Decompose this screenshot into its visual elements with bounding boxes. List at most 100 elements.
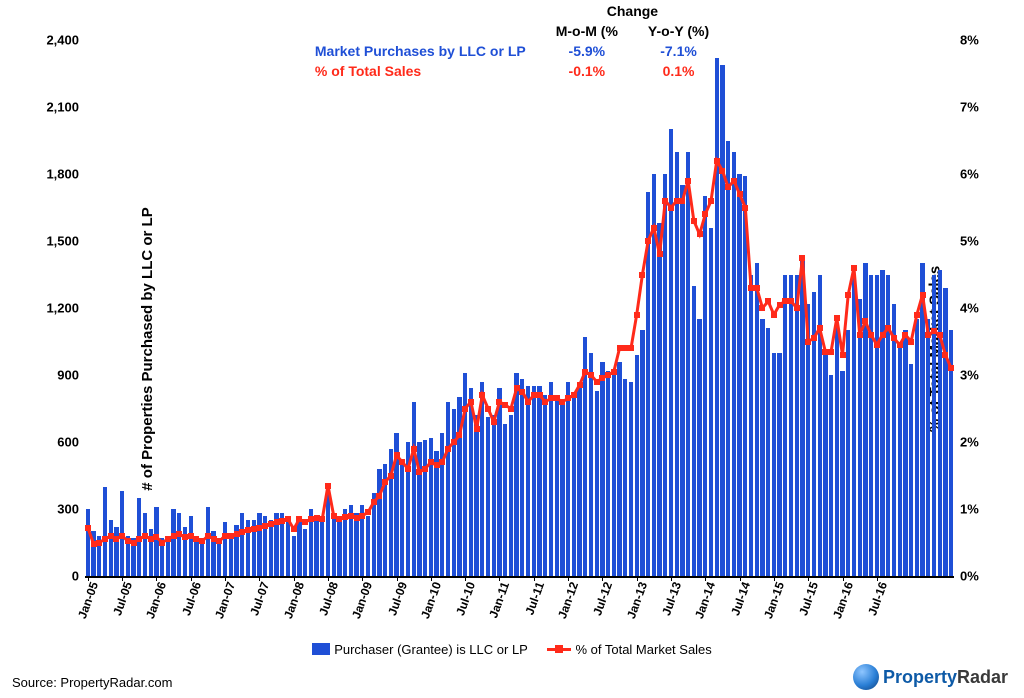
line-marker	[491, 419, 497, 425]
line-marker	[376, 493, 382, 499]
logo-text-2: Radar	[957, 667, 1008, 688]
line-marker	[588, 372, 594, 378]
col-header-yoy: Y-o-Y (%)	[634, 22, 723, 40]
line-marker	[771, 312, 777, 318]
line-marker	[840, 352, 846, 358]
y-right-tick: 0%	[960, 569, 979, 584]
line-marker	[868, 332, 874, 338]
line-marker	[948, 365, 954, 371]
y-right-tick: 6%	[960, 167, 979, 182]
line-marker	[845, 292, 851, 298]
line-marker	[216, 538, 222, 544]
line-marker	[811, 335, 817, 341]
y-right-tick: 7%	[960, 100, 979, 115]
line-marker	[628, 345, 634, 351]
row-yoy-1: 0.1%	[634, 62, 723, 80]
y-left-tick: 600	[57, 435, 79, 450]
line-marker	[908, 339, 914, 345]
line-marker	[679, 198, 685, 204]
x-tick-label: Jan-14	[692, 580, 718, 621]
line-marker	[942, 352, 948, 358]
line-marker	[719, 168, 725, 174]
change-summary-table: Change M-o-M (% Y-o-Y (%) Market Purchas…	[299, 0, 725, 82]
x-tick-label: Jan-15	[761, 580, 787, 621]
line-marker	[759, 305, 765, 311]
row-yoy-0: -7.1%	[634, 42, 723, 60]
line-marker	[199, 538, 205, 544]
line-marker	[891, 335, 897, 341]
line-marker	[702, 211, 708, 217]
y-right-tick: 2%	[960, 435, 979, 450]
x-tick-label: Jul-11	[522, 580, 547, 617]
row-label-0: Market Purchases by LLC or LP	[301, 42, 540, 60]
y-right-tick: 4%	[960, 301, 979, 316]
line-marker	[422, 466, 428, 472]
source-text: Source: PropertyRadar.com	[12, 675, 172, 690]
legend-bar-label: Purchaser (Grantee) is LLC or LP	[334, 642, 528, 657]
x-tick-label: Jul-15	[796, 580, 821, 617]
line-marker	[697, 231, 703, 237]
line-marker	[662, 198, 668, 204]
x-tick-label: Jul-09	[385, 580, 410, 617]
line-layer	[85, 40, 954, 576]
legend-item-bar: Purchaser (Grantee) is LLC or LP	[312, 642, 528, 657]
change-title: Change	[542, 2, 723, 20]
chart-container: # of Properties Purchased by LLC or LP %…	[0, 0, 1024, 698]
line-marker	[382, 479, 388, 485]
line-marker	[319, 516, 325, 522]
x-tick-label: Jan-05	[75, 580, 101, 621]
line-marker	[371, 499, 377, 505]
line-marker	[485, 406, 491, 412]
line-marker	[577, 382, 583, 388]
line-marker	[462, 406, 468, 412]
row-label-1: % of Total Sales	[301, 62, 540, 80]
y-left-tick: 1,800	[46, 167, 79, 182]
line-marker	[874, 342, 880, 348]
line-marker	[85, 525, 91, 531]
line-marker	[639, 272, 645, 278]
line-marker	[634, 312, 640, 318]
line-marker	[508, 406, 514, 412]
line-marker	[885, 325, 891, 331]
line-marker	[788, 298, 794, 304]
line-marker	[857, 332, 863, 338]
x-tick-label: Jul-06	[179, 580, 204, 617]
line-marker	[765, 298, 771, 304]
globe-icon	[853, 664, 879, 690]
line-marker	[645, 238, 651, 244]
line-marker	[834, 315, 840, 321]
line-marker	[291, 526, 297, 532]
line-marker	[937, 332, 943, 338]
x-tick-label: Jan-16	[830, 580, 856, 621]
line-marker	[394, 452, 400, 458]
legend: Purchaser (Grantee) is LLC or LP % of To…	[0, 642, 1024, 659]
line-marker	[668, 205, 674, 211]
line-marker	[799, 255, 805, 261]
line-marker	[479, 392, 485, 398]
line-marker	[439, 459, 445, 465]
row-mom-0: -5.9%	[542, 42, 632, 60]
y-left-tick: 2,400	[46, 33, 79, 48]
line-marker	[754, 285, 760, 291]
x-tick-label: Jul-10	[453, 580, 478, 617]
line-marker	[828, 349, 834, 355]
line-marker	[285, 516, 291, 522]
line-marker	[914, 312, 920, 318]
legend-line-swatch	[547, 643, 571, 655]
col-header-mom: M-o-M (%	[542, 22, 632, 40]
x-tick-label: Jan-13	[624, 580, 650, 621]
line-marker	[651, 225, 657, 231]
x-tick-label: Jan-06	[143, 580, 169, 621]
line-marker	[685, 178, 691, 184]
y-right-tick: 5%	[960, 234, 979, 249]
y-left-tick: 0	[72, 569, 79, 584]
line-marker	[737, 191, 743, 197]
x-tick-label: Jul-13	[659, 580, 684, 617]
line-marker	[537, 392, 543, 398]
line-marker	[880, 332, 886, 338]
x-tick-label: Jul-07	[247, 580, 272, 617]
y-left-tick: 1,200	[46, 301, 79, 316]
line-marker	[897, 342, 903, 348]
plot-area: 03006009001,2001,5001,8002,1002,4000%1%2…	[85, 40, 954, 578]
y-left-tick: 900	[57, 368, 79, 383]
